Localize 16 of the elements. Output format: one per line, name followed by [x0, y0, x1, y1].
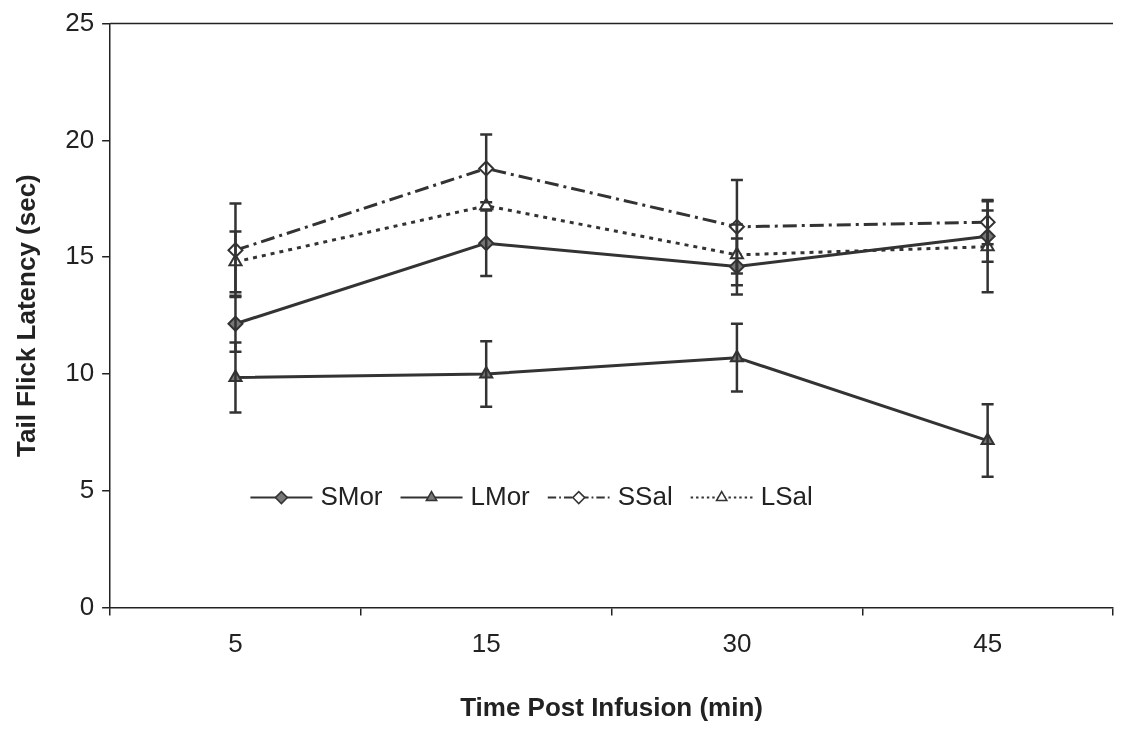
- x-tick-label: 45: [973, 628, 1003, 659]
- legend-label: SSal: [617, 480, 673, 511]
- y-tick-label: 25: [65, 6, 95, 37]
- y-tick-label: 5: [79, 473, 95, 504]
- y-axis-title: Tail Flick Latency (sec): [10, 174, 41, 457]
- y-tick-label: 10: [65, 357, 95, 388]
- x-axis-title: Time Post Infusion (min): [460, 691, 763, 722]
- legend-label: SMor: [320, 480, 383, 511]
- y-tick-label: 0: [79, 590, 95, 621]
- y-tick-label: 20: [65, 123, 95, 154]
- x-tick-label: 30: [722, 628, 752, 659]
- y-tick-label: 15: [65, 240, 95, 271]
- legend-label: LMor: [470, 480, 531, 511]
- legend-label: LSal: [760, 480, 813, 511]
- x-tick-label: 5: [228, 628, 243, 659]
- x-tick-label: 15: [471, 628, 501, 659]
